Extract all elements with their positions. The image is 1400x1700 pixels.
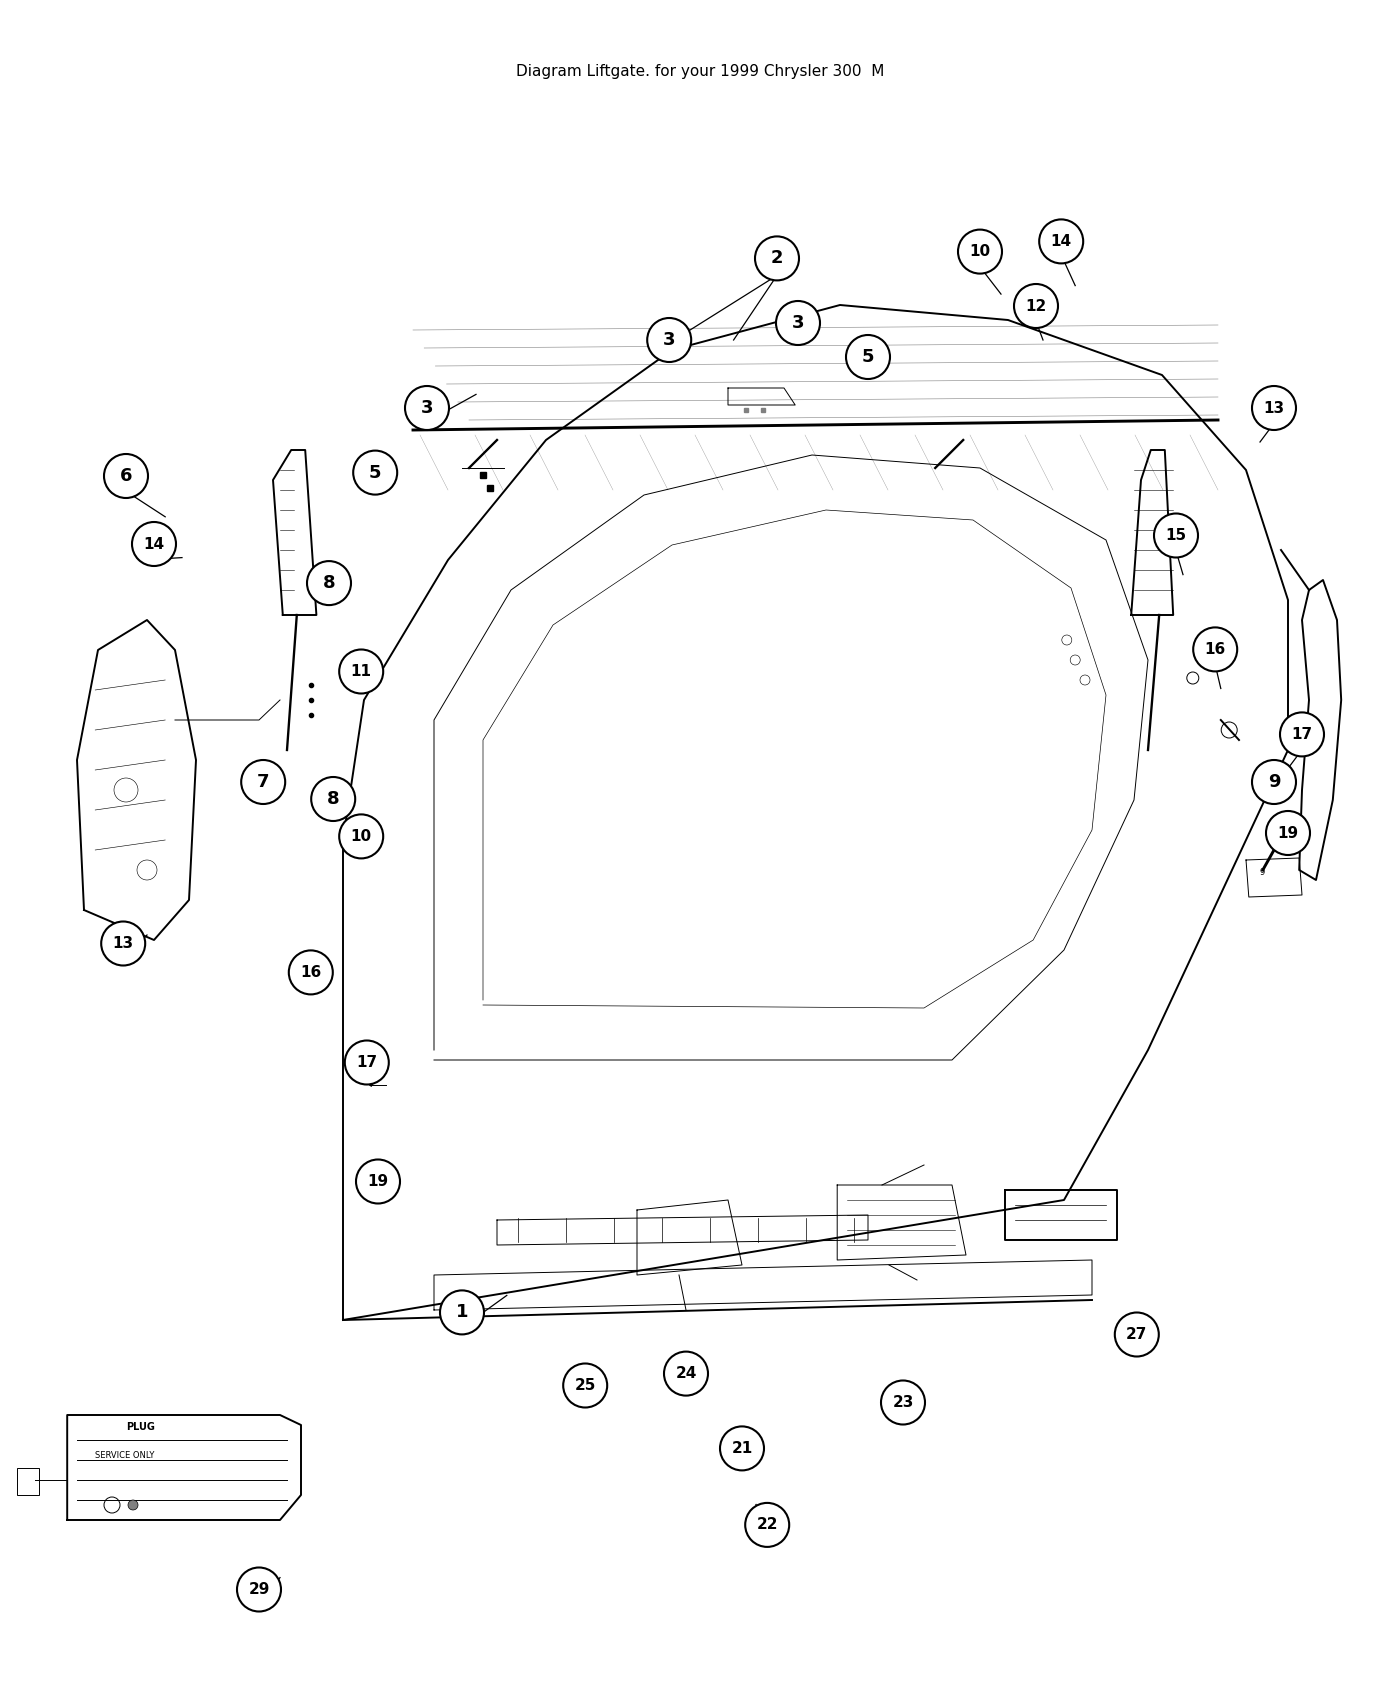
Circle shape (1114, 1312, 1159, 1357)
Text: 12: 12 (1025, 299, 1047, 313)
Circle shape (745, 1503, 790, 1547)
Circle shape (776, 301, 820, 345)
Text: 7: 7 (258, 774, 269, 790)
Text: 9: 9 (1260, 869, 1266, 877)
Text: 16: 16 (300, 966, 322, 979)
Text: 3: 3 (792, 314, 804, 332)
Text: 3: 3 (664, 332, 675, 348)
Text: 5: 5 (370, 464, 381, 481)
Circle shape (339, 814, 384, 858)
Text: 1: 1 (456, 1304, 468, 1321)
Circle shape (101, 921, 146, 966)
Circle shape (440, 1290, 484, 1334)
Text: 22: 22 (756, 1518, 778, 1532)
Text: 10: 10 (969, 245, 991, 258)
Text: SERVICE ONLY: SERVICE ONLY (95, 1452, 154, 1460)
Text: 9: 9 (1268, 774, 1280, 790)
Circle shape (881, 1380, 925, 1425)
Circle shape (356, 1159, 400, 1204)
Text: 5: 5 (862, 348, 874, 366)
Text: 21: 21 (731, 1442, 753, 1455)
Text: 14: 14 (1050, 235, 1072, 248)
Bar (17, 1469, 39, 1494)
Circle shape (1039, 219, 1084, 264)
Circle shape (1252, 760, 1296, 804)
Text: 10: 10 (350, 830, 372, 843)
Circle shape (1252, 386, 1296, 430)
Circle shape (647, 318, 692, 362)
Text: 19: 19 (367, 1175, 389, 1188)
Circle shape (127, 1499, 139, 1510)
Text: 15: 15 (1165, 529, 1187, 542)
Circle shape (720, 1426, 764, 1470)
Text: 8: 8 (326, 790, 340, 807)
Text: 2: 2 (771, 250, 783, 267)
Circle shape (405, 386, 449, 430)
Circle shape (1266, 811, 1310, 855)
Circle shape (755, 236, 799, 280)
Circle shape (563, 1363, 608, 1408)
Text: 16: 16 (1204, 643, 1226, 656)
Text: PLUG: PLUG (126, 1421, 155, 1431)
Text: 27: 27 (1126, 1328, 1148, 1341)
Text: 11: 11 (350, 665, 372, 678)
Circle shape (132, 522, 176, 566)
Circle shape (241, 760, 286, 804)
Text: 14: 14 (143, 537, 165, 551)
Circle shape (1193, 627, 1238, 672)
Text: 25: 25 (574, 1379, 596, 1392)
Text: 13: 13 (1263, 401, 1285, 415)
Circle shape (1154, 513, 1198, 558)
Text: 8: 8 (322, 575, 336, 592)
Circle shape (237, 1567, 281, 1612)
Circle shape (307, 561, 351, 605)
Text: 19: 19 (1277, 826, 1299, 840)
Circle shape (288, 950, 333, 994)
Circle shape (311, 777, 356, 821)
Circle shape (664, 1352, 708, 1396)
Circle shape (1280, 712, 1324, 756)
Text: 13: 13 (112, 937, 134, 950)
Circle shape (339, 649, 384, 694)
Text: 17: 17 (1291, 728, 1313, 741)
Circle shape (104, 454, 148, 498)
Text: Diagram Liftgate. for your 1999 Chrysler 300  M: Diagram Liftgate. for your 1999 Chrysler… (515, 65, 885, 78)
Text: 29: 29 (248, 1583, 270, 1596)
Text: 6: 6 (120, 468, 132, 484)
Circle shape (353, 450, 398, 495)
Circle shape (958, 230, 1002, 274)
Text: 23: 23 (892, 1396, 914, 1409)
Circle shape (1014, 284, 1058, 328)
Circle shape (846, 335, 890, 379)
Text: 17: 17 (356, 1056, 378, 1069)
Text: 3: 3 (421, 400, 433, 416)
Text: 24: 24 (675, 1367, 697, 1380)
Circle shape (344, 1040, 389, 1085)
